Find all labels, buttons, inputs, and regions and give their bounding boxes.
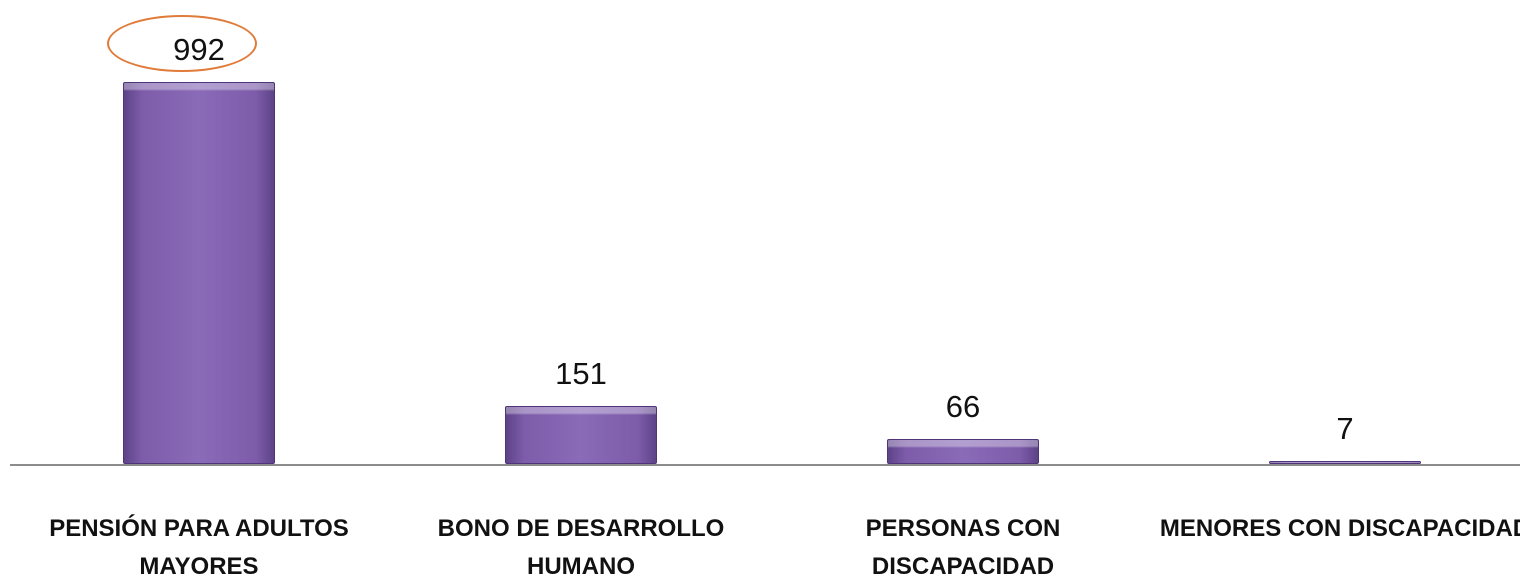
value-label: 992 [173,32,225,67]
value-label: 151 [555,355,607,391]
bar [505,405,657,464]
x-tick-label: MENORES CON DISCAPACIDAD [1159,515,1520,542]
value-label: 66 [945,388,981,424]
x-tick-label: PERSONAS CON DISCAPACIDAD [865,515,1061,580]
bar [887,438,1039,464]
bar [1269,461,1421,464]
x-tick-label: PENSIÓN PARA ADULTOS MAYORES [49,515,349,580]
highlight-ellipse [107,15,257,72]
bar [123,82,275,464]
x-tick-label: BONO DE DESARROLLO HUMANO [437,515,725,580]
x-axis-line [10,464,1520,466]
value-label: 7 [1336,411,1354,447]
